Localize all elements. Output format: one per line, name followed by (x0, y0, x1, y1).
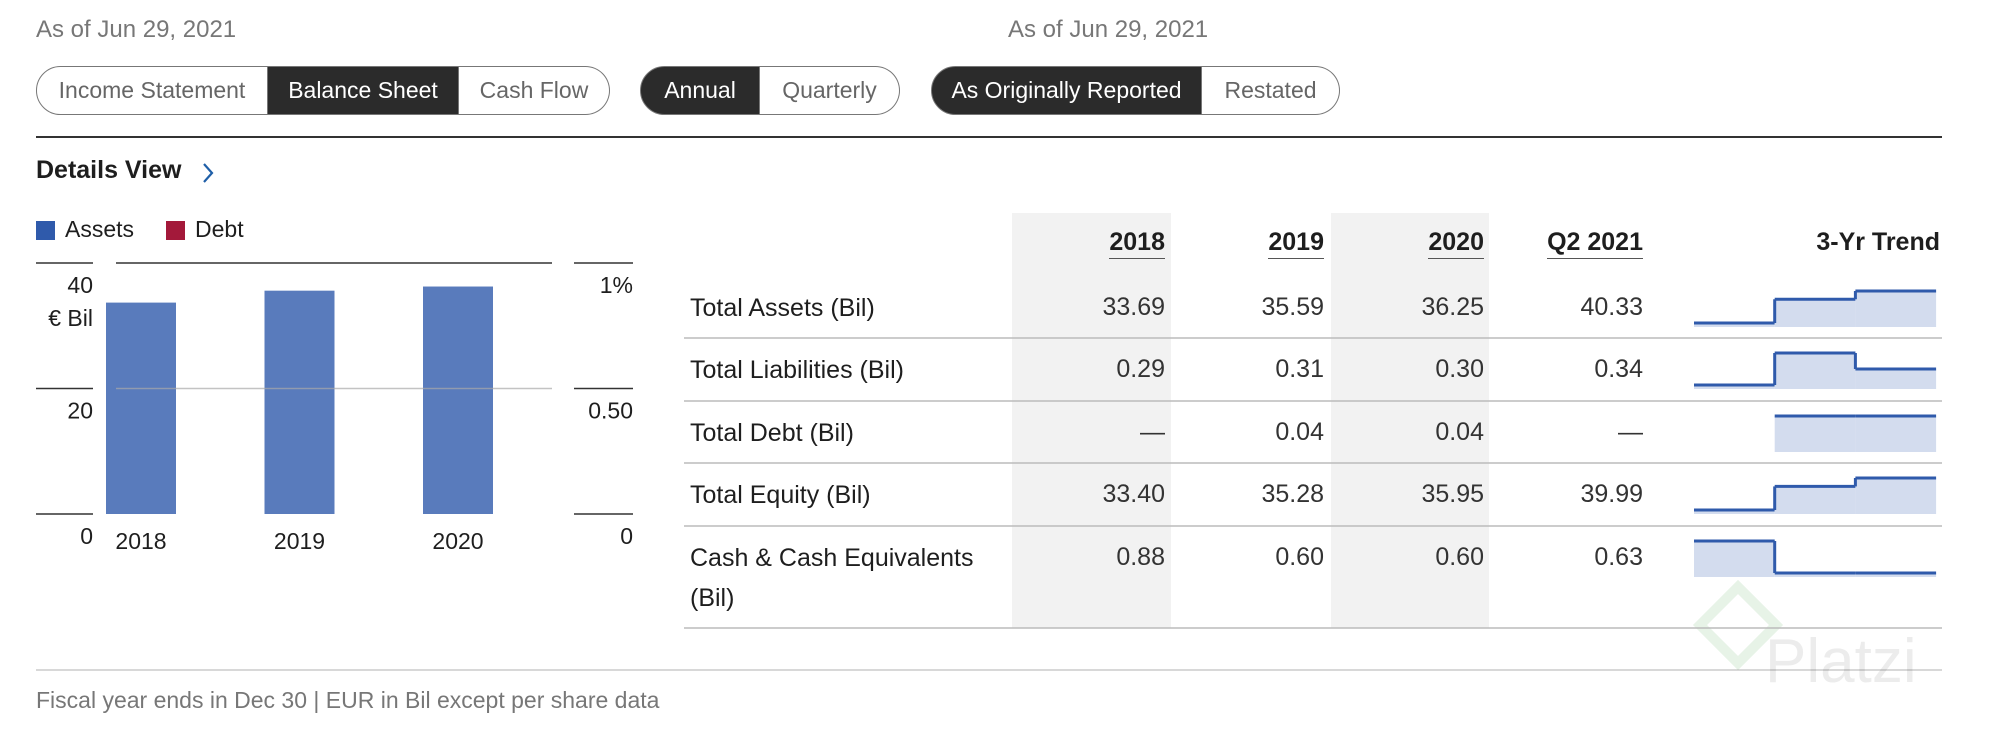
cell-value: 35.59 (1261, 293, 1324, 321)
cell-value: 0.04 (1435, 418, 1484, 446)
bar (423, 286, 493, 514)
legend-swatch (36, 221, 55, 240)
trend-area (1855, 369, 1937, 389)
tab[interactable]: Annual (640, 66, 760, 115)
x-tick-label: 2019 (274, 528, 325, 554)
column-shade (1331, 213, 1489, 628)
tab[interactable]: Income Statement (36, 66, 268, 115)
trend-area (1694, 323, 1775, 327)
row-label: Cash & Cash Equivalents (Bil) (690, 544, 974, 612)
y-unit-label: € Bil (48, 305, 93, 331)
column-header: Q2 2021 (1547, 228, 1643, 259)
cell-value: 35.28 (1261, 480, 1324, 508)
tab[interactable]: Balance Sheet (268, 66, 459, 115)
cell-value: 0.04 (1275, 418, 1324, 446)
tab[interactable]: Restated (1202, 66, 1340, 115)
cell-value: 33.40 (1102, 480, 1165, 508)
cell-value: — (1140, 418, 1165, 446)
cell-value: 0.29 (1116, 355, 1165, 383)
tab[interactable]: Quarterly (760, 66, 900, 115)
as-of-date: As of Jun 29, 2021 (36, 16, 237, 43)
bar (106, 302, 176, 514)
cell-value: — (1618, 418, 1643, 446)
x-tick-label: 2020 (432, 528, 483, 554)
column-shade (1012, 213, 1171, 628)
watermark: Platzi (1765, 627, 1917, 696)
row-label: Total Equity (Bil) (690, 481, 871, 509)
trend-area (1855, 291, 1937, 327)
column-header: 2018 (1109, 228, 1165, 259)
trend-area (1694, 541, 1775, 577)
trend-area (1855, 416, 1937, 452)
cell-value: 40.33 (1580, 293, 1643, 321)
trend-area (1774, 573, 1856, 577)
cell-value: 33.69 (1102, 293, 1165, 321)
watermark-icon (1692, 579, 1784, 671)
cell-value: 39.99 (1580, 480, 1643, 508)
y-tick-label: 0 (80, 523, 93, 549)
trend-area (1694, 385, 1775, 389)
legend-swatch (166, 221, 185, 240)
trend-area (1774, 353, 1856, 389)
y-tick-label: 20 (67, 398, 93, 424)
legend-label: Assets (65, 216, 134, 242)
cell-value: 0.88 (1116, 543, 1165, 571)
legend-label: Debt (195, 216, 244, 242)
cell-value: 36.25 (1421, 293, 1484, 321)
cell-value: 0.63 (1594, 543, 1643, 571)
column-header: 3-Yr Trend (1816, 228, 1940, 256)
column-header: 2020 (1428, 228, 1484, 259)
tab[interactable]: As Originally Reported (931, 66, 1202, 115)
trend-area (1774, 416, 1856, 452)
cell-value: 0.60 (1275, 543, 1324, 571)
y2-tick-label: 0 (620, 523, 633, 549)
trend-area (1774, 486, 1856, 514)
cell-value: 0.34 (1594, 355, 1643, 383)
trend-area (1694, 510, 1775, 514)
cell-value: 0.30 (1435, 355, 1484, 383)
cell-value: 0.60 (1435, 543, 1484, 571)
x-tick-label: 2018 (115, 528, 166, 554)
row-label: Total Debt (Bil) (690, 419, 854, 447)
chevron-icon (203, 163, 214, 183)
y2-tick-label: 1% (600, 272, 633, 298)
trend-area (1774, 299, 1856, 327)
column-header: 2019 (1268, 228, 1324, 259)
y2-tick-label: 0.50 (588, 398, 633, 424)
footer-note: Fiscal year ends in Dec 30 | EUR in Bil … (36, 687, 660, 713)
trend-area (1855, 478, 1937, 514)
trend-area (1855, 573, 1937, 577)
row-label: Total Assets (Bil) (690, 294, 875, 322)
cell-value: 35.95 (1421, 480, 1484, 508)
row-label: Total Liabilities (Bil) (690, 356, 904, 384)
as-of-date: As of Jun 29, 2021 (1008, 16, 1209, 43)
tab[interactable]: Cash Flow (459, 66, 610, 115)
bar (264, 290, 335, 514)
y-tick-label: 40 (67, 272, 93, 298)
cell-value: 0.31 (1275, 355, 1324, 383)
details-view-link[interactable]: Details View (36, 156, 182, 184)
